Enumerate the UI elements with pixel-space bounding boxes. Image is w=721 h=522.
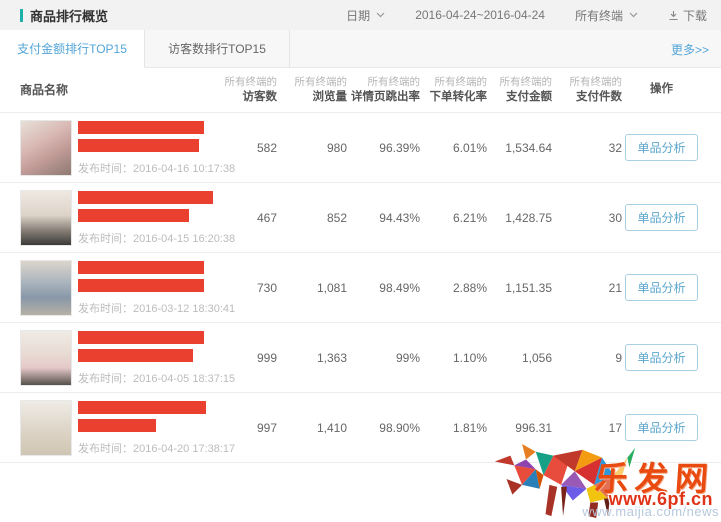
views-value: 1,081 <box>316 280 347 295</box>
bounce-value: 98.90% <box>379 420 420 435</box>
product-cell[interactable]: 发布时间：2016-04-20 17:38:17 <box>20 399 240 456</box>
amount-value: 1,428.75 <box>505 210 552 225</box>
bounce-value: 99% <box>395 350 420 365</box>
date-mode-dropdown[interactable]: 日期 <box>346 7 385 24</box>
items-value: 17 <box>608 420 622 435</box>
analyze-button[interactable]: 单品分析 <box>625 274 698 301</box>
chevron-down-icon <box>629 12 638 18</box>
analyze-button[interactable]: 单品分析 <box>625 414 698 441</box>
analyze-button[interactable]: 单品分析 <box>625 344 698 371</box>
tab-bar: 支付金额排行TOP15 访客数排行TOP15 更多>> <box>0 30 721 68</box>
conversion-value: 1.81% <box>452 420 487 435</box>
visitors-value: 582 <box>256 140 277 155</box>
views-value: 1,410 <box>316 420 347 435</box>
product-thumbnail <box>20 119 72 176</box>
table-row: 发布时间：2016-04-20 17:38:17 997 1,410 98.90… <box>0 392 721 462</box>
column-header-action: 操作 <box>650 82 673 95</box>
tab-payment-ranking[interactable]: 支付金额排行TOP15 <box>0 30 145 68</box>
redacted-title-bar <box>78 190 213 204</box>
table-row: 发布时间：2016-03-12 18:30:41 730 1,081 98.49… <box>0 252 721 322</box>
redacted-title-bar <box>78 260 204 274</box>
redacted-title-bar <box>78 208 189 222</box>
items-value: 32 <box>608 140 622 155</box>
column-header-amount: 所有终端的 支付金额 <box>499 76 553 103</box>
items-value: 30 <box>608 210 622 225</box>
views-value: 980 <box>326 140 347 155</box>
analyze-button[interactable]: 单品分析 <box>625 134 698 161</box>
bounce-value: 96.39% <box>379 140 420 155</box>
title-accent-bar <box>20 8 23 22</box>
tab-visitor-ranking[interactable]: 访客数排行TOP15 <box>145 30 290 67</box>
visitors-value: 730 <box>256 280 277 295</box>
conversion-value: 1.10% <box>452 350 487 365</box>
items-value: 9 <box>615 350 622 365</box>
column-header-bounce: 所有终端的 详情页跳出率 <box>351 76 420 103</box>
download-icon <box>668 10 679 21</box>
product-cell[interactable]: 发布时间：2016-04-16 10:17:38 <box>20 119 240 176</box>
redacted-title-bar <box>78 120 204 134</box>
column-header-visitors: 所有终端的 访客数 <box>224 76 278 103</box>
visitors-value: 997 <box>256 420 277 435</box>
redacted-title-bar <box>78 330 204 344</box>
analyze-button[interactable]: 单品分析 <box>625 204 698 231</box>
column-header-product: 商品名称 <box>20 82 69 97</box>
product-cell[interactable]: 发布时间：2016-04-05 18:37:15 <box>20 329 240 386</box>
bounce-value: 98.49% <box>379 280 420 295</box>
column-header-items: 所有终端的 支付件数 <box>569 76 623 103</box>
items-value: 21 <box>608 280 622 295</box>
date-range-picker[interactable]: 2016-04-24~2016-04-24 <box>415 8 545 22</box>
table-header: 商品名称 所有终端的 访客数 所有终端的 浏览量 所有终端的 详情页跳出率 所有… <box>0 68 721 112</box>
watermark-secondary-url: www.maijia.com/news <box>582 504 719 519</box>
redacted-title-bar <box>78 418 156 432</box>
page-title-wrap: 商品排行概览 <box>20 6 108 25</box>
page-title: 商品排行概览 <box>30 8 109 24</box>
publish-time: 发布时间：2016-04-20 17:38:17 <box>78 442 236 455</box>
redacted-title-bar <box>78 348 193 362</box>
amount-value: 1,534.64 <box>505 140 552 155</box>
publish-time: 发布时间：2016-04-15 16:20:38 <box>78 232 236 245</box>
product-cell[interactable]: 发布时间：2016-04-15 16:20:38 <box>20 189 240 246</box>
amount-value: 996.31 <box>515 420 552 435</box>
publish-time: 发布时间：2016-04-05 18:37:15 <box>78 372 236 385</box>
visitors-value: 467 <box>256 210 277 225</box>
watermark-site-name: 乐发网 <box>593 459 717 498</box>
bounce-value: 94.43% <box>379 210 420 225</box>
product-thumbnail <box>20 399 72 456</box>
table-row: 发布时间：2016-04-05 18:37:15 999 1,363 99% 1… <box>0 322 721 392</box>
amount-value: 1,056 <box>521 350 552 365</box>
conversion-value: 6.21% <box>452 210 487 225</box>
chevron-down-icon <box>376 12 385 18</box>
product-thumbnail <box>20 189 72 246</box>
column-header-views: 所有终端的 浏览量 <box>294 76 348 103</box>
views-value: 1,363 <box>316 350 347 365</box>
terminal-dropdown[interactable]: 所有终端 <box>575 7 638 24</box>
conversion-value: 6.01% <box>452 140 487 155</box>
table-row: 发布时间：2016-04-15 16:20:38 467 852 94.43% … <box>0 182 721 252</box>
product-thumbnail <box>20 329 72 386</box>
redacted-title-bar <box>78 138 199 152</box>
visitors-value: 999 <box>256 350 277 365</box>
column-header-conversion: 所有终端的 下单转化率 <box>429 76 488 103</box>
watermark-site-url: www.6pf.cn <box>608 489 713 509</box>
redacted-title-bar <box>78 278 204 292</box>
conversion-value: 2.88% <box>452 280 487 295</box>
header-bar: 商品排行概览 日期 2016-04-24~2016-04-24 所有终端 下载 <box>0 0 721 30</box>
publish-time: 发布时间：2016-03-12 18:30:41 <box>78 302 236 315</box>
more-link[interactable]: 更多>> <box>670 42 709 57</box>
product-thumbnail <box>20 259 72 316</box>
publish-time: 发布时间：2016-04-16 10:17:38 <box>78 162 236 175</box>
views-value: 852 <box>326 210 347 225</box>
download-button[interactable]: 下载 <box>668 7 707 24</box>
header-controls: 日期 2016-04-24~2016-04-24 所有终端 下载 <box>346 7 707 24</box>
redacted-title-bar <box>78 400 206 414</box>
amount-value: 1,151.35 <box>505 280 552 295</box>
product-cell[interactable]: 发布时间：2016-03-12 18:30:41 <box>20 259 240 316</box>
table-row: 发布时间：2016-04-16 10:17:38 582 980 96.39% … <box>0 112 721 182</box>
table-body: 发布时间：2016-04-16 10:17:38 582 980 96.39% … <box>0 112 721 463</box>
